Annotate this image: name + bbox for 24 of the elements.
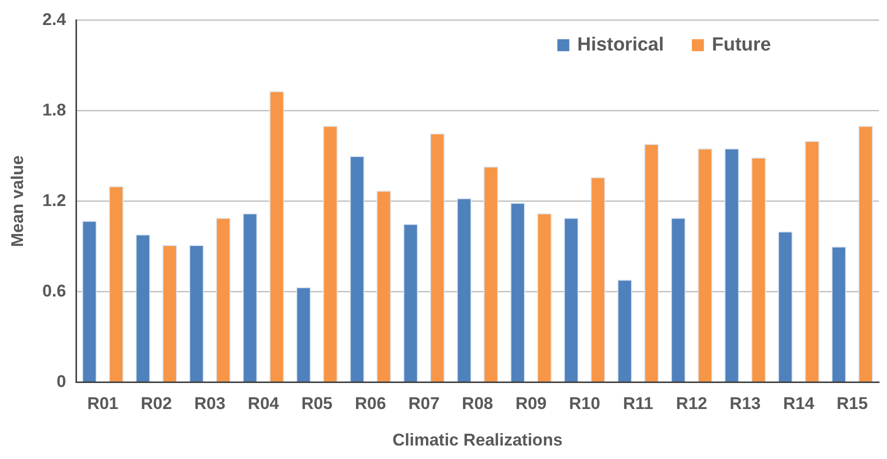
x-tick-label: R05 bbox=[301, 394, 333, 414]
y-tick-label: 0.6 bbox=[42, 281, 66, 300]
x-tick-label: R12 bbox=[676, 394, 708, 414]
y-axis-title: Mean value bbox=[8, 155, 27, 248]
x-tick-label: R02 bbox=[140, 394, 172, 414]
legend-label: Future bbox=[712, 34, 772, 56]
x-tick-label: R14 bbox=[783, 394, 815, 414]
x-tick-label: R06 bbox=[354, 394, 386, 414]
x-tick-label: R10 bbox=[568, 394, 600, 414]
x-tick-label: R08 bbox=[462, 394, 494, 414]
x-tick-label: R09 bbox=[515, 394, 547, 414]
x-tick-label: R03 bbox=[194, 394, 226, 414]
x-axis-title: Climatic Realizations bbox=[392, 430, 563, 450]
x-tick-label: R07 bbox=[408, 394, 440, 414]
y-tick-label: 2.4 bbox=[42, 10, 67, 29]
y-tick-label: 0 bbox=[56, 372, 66, 391]
x-tick-label: R11 bbox=[622, 394, 654, 414]
y-tick-label: 1.2 bbox=[42, 190, 66, 210]
legend-label: Historical bbox=[577, 34, 664, 56]
x-tick-label: R13 bbox=[730, 394, 761, 414]
x-tick-label: R04 bbox=[248, 394, 280, 414]
x-tick-label: R01 bbox=[87, 394, 118, 414]
x-tick-label: R15 bbox=[836, 394, 868, 414]
y-tick-label: 1.8 bbox=[42, 100, 66, 120]
